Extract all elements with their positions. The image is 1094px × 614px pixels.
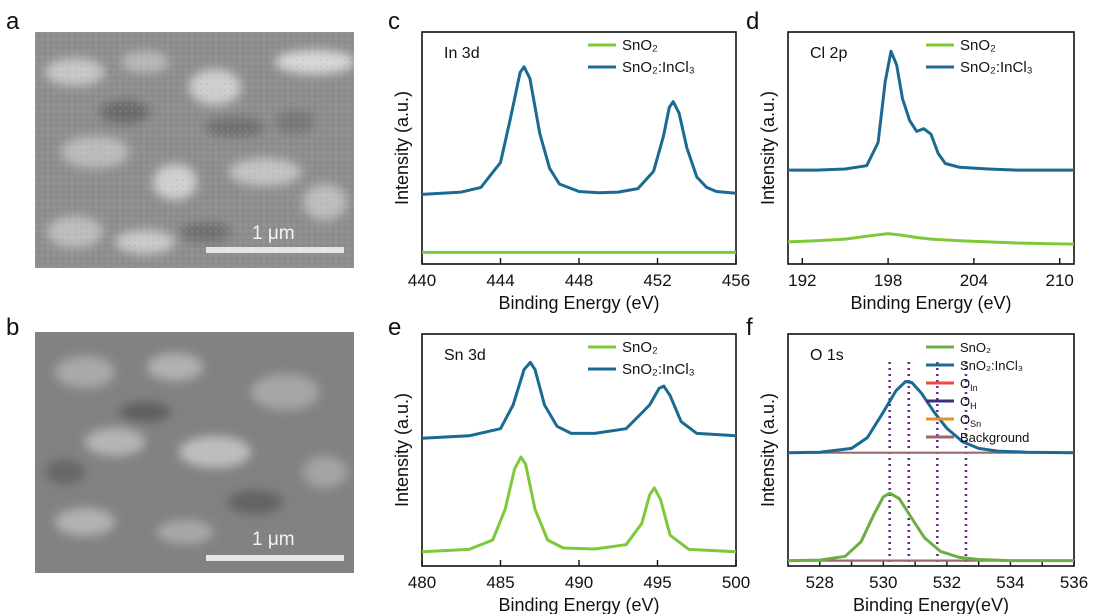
chart-f-xtick-label: 528 bbox=[806, 573, 834, 592]
chart-f-legend-label: Background bbox=[960, 430, 1029, 445]
chart-e-xtick-label: 500 bbox=[722, 573, 750, 592]
chart-f-legend-label: SnO₂ bbox=[960, 340, 991, 355]
chart-f-annotation: O 1s bbox=[810, 347, 844, 364]
chart-e-legend-label: SnO₂ bbox=[622, 339, 658, 356]
chart-d-xtick-label: 192 bbox=[788, 271, 816, 290]
xps-plot-in3d: 440 444 448 452 456 Binding Energy (eV) Intens… bbox=[392, 31, 750, 313]
chart-f-xlabel: Binding Energy(eV) bbox=[853, 595, 1009, 614]
chart-e-xtick-label: 480 bbox=[408, 573, 436, 592]
chart-c-xtick-label: 452 bbox=[643, 271, 671, 290]
xps-plot-o1s: 528 530 532 534 536 Binding Energy(eV) Intensi… bbox=[758, 333, 1088, 614]
chart-f-xtick-label: 532 bbox=[933, 573, 961, 592]
chart-f-legend-label: OH bbox=[960, 394, 977, 411]
chart-e-xtick-label: 495 bbox=[643, 573, 671, 592]
chart-f-series-0 bbox=[787, 491, 1074, 563]
scale-label-b: 1 μm bbox=[252, 529, 295, 550]
chart-f-xtick-label: 536 bbox=[1060, 573, 1088, 592]
chart-f-xtick-label: 534 bbox=[996, 573, 1024, 592]
chart-d-annotation: Cl 2p bbox=[810, 45, 847, 62]
chart-d-legend-label: SnO₂:InCl₃ bbox=[960, 59, 1033, 76]
chart-e-series-0 bbox=[421, 455, 737, 554]
chart-d-xtick-label: 204 bbox=[960, 271, 988, 290]
chart-e-ylabel: Intensity (a.u.) bbox=[392, 393, 412, 507]
chart-f-legend-label: OIn bbox=[960, 376, 978, 393]
chart-d-xtick-label: 198 bbox=[874, 271, 902, 290]
chart-e-xtick-label: 490 bbox=[565, 573, 593, 592]
chart-d-xtick-label: 210 bbox=[1046, 271, 1074, 290]
chart-d-ylabel: Intensity (a.u.) bbox=[758, 91, 778, 205]
chart-e-series-1 bbox=[421, 360, 737, 440]
panel-label-f: f bbox=[746, 314, 753, 341]
chart-e-annotation: Sn 3d bbox=[444, 347, 486, 364]
chart-e-xlabel: Binding Energy (eV) bbox=[498, 595, 659, 614]
scale-bar-a bbox=[206, 247, 344, 253]
chart-d-legend-label: SnO₂ bbox=[960, 37, 996, 54]
chart-c-annotation: In 3d bbox=[444, 45, 480, 62]
chart-c-xtick-label: 440 bbox=[408, 271, 436, 290]
chart-c-xtick-label: 456 bbox=[722, 271, 750, 290]
panel-label-e: e bbox=[388, 314, 402, 341]
panel-label-c: c bbox=[388, 8, 400, 35]
chart-c-legend-label: SnO₂ bbox=[622, 37, 658, 54]
chart-d-frame bbox=[787, 31, 1075, 265]
chart-f-frame bbox=[787, 333, 1075, 567]
panel-label-b: b bbox=[6, 314, 20, 341]
chart-f-xtick-label: 530 bbox=[869, 573, 897, 592]
chart-e-xtick-label: 485 bbox=[486, 573, 514, 592]
chart-c-legend-label: SnO₂:InCl₃ bbox=[622, 59, 695, 76]
chart-f-ylabel: Intensity (a.u.) bbox=[758, 393, 778, 507]
sem-image-b bbox=[35, 332, 354, 573]
chart-e-legend-label: SnO₂:InCl₃ bbox=[622, 361, 695, 378]
chart-c-series-1 bbox=[421, 65, 737, 196]
scale-label-a: 1 μm bbox=[252, 223, 295, 244]
panel-label-a: a bbox=[6, 8, 20, 35]
xps-plot-sn3d: 480 485 490 495 500 Binding Energy (eV) Intens… bbox=[392, 333, 750, 614]
chart-d-xlabel: Binding Energy (eV) bbox=[850, 293, 1011, 313]
scale-bar-b bbox=[206, 555, 344, 561]
chart-f-legend-label: SnO₂:InCl₃ bbox=[960, 358, 1023, 373]
chart-c-xlabel: Binding Energy (eV) bbox=[498, 293, 659, 313]
chart-c-xtick-label: 444 bbox=[486, 271, 514, 290]
chart-c-ylabel: Intensity (a.u.) bbox=[392, 91, 412, 205]
chart-c-xtick-label: 448 bbox=[565, 271, 593, 290]
panel-label-d: d bbox=[746, 8, 760, 35]
chart-f-legend-label: OSn bbox=[960, 412, 981, 429]
chart-d-series-1 bbox=[788, 49, 1074, 172]
chart-f-series-1 bbox=[787, 380, 1075, 455]
sem-image-a bbox=[35, 32, 354, 268]
chart-d-series-0 bbox=[787, 232, 1075, 246]
xps-plot-cl2p: 192 198 204 210 Binding Energy (eV) Intensity… bbox=[758, 31, 1075, 313]
